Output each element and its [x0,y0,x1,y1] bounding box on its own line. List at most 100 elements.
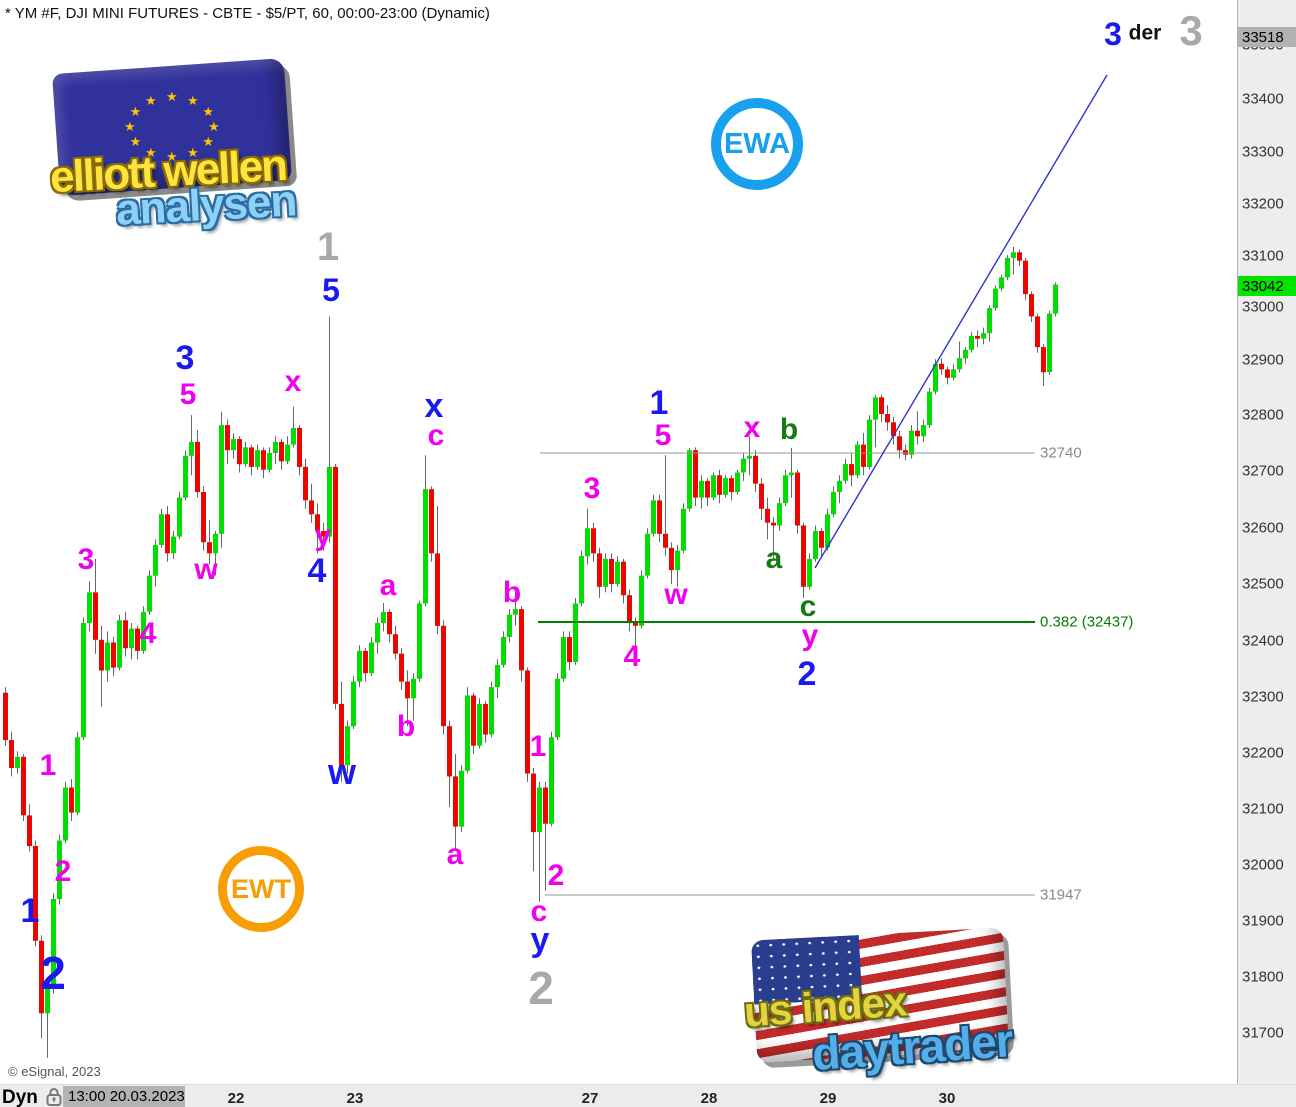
candle [39,940,44,1014]
candle [87,592,92,624]
ewa-badge: EWA [711,98,803,190]
candle [513,609,518,615]
ewa-badge-text: EWA [723,127,791,160]
candle [1053,284,1058,314]
horizontal-levels-layer [538,452,1035,896]
candle [783,475,788,504]
wave-label-3: 3 [175,339,195,377]
candle [573,603,578,662]
chart-canvas[interactable] [0,0,1237,1084]
candle [909,430,914,455]
eu-star-icon: ★ [145,144,157,160]
candle [933,363,938,392]
candle [531,773,536,833]
esignal-copyright: © eSignal, 2023 [8,1064,101,1079]
candle [255,450,260,467]
eu-star-icon: ★ [166,89,178,104]
candle [57,840,62,899]
candle [369,642,374,674]
candle [927,391,932,426]
candle [1035,316,1040,348]
candle [993,288,998,308]
candle [735,472,740,492]
candle [711,475,716,498]
wave-label-1: 1 [649,384,669,422]
wave-label-4: 4 [623,640,641,673]
candle [309,500,314,515]
candle [915,430,920,437]
candle [375,623,380,643]
candle [15,756,20,768]
us-index-daytrader-logo: us index daytrader [740,927,1050,1080]
candle [345,726,350,766]
axis-separator [1237,0,1238,1084]
wave-label-1: 1 [316,225,340,269]
candle [1017,252,1022,261]
candle [363,650,368,674]
last-price-box: 33042 [1238,276,1296,296]
candle [753,455,758,484]
candle [339,703,344,766]
timestamp-text: 13:00 20.03.2023 [68,1088,185,1105]
dynamic-mode-button[interactable]: Dyn [2,1087,38,1107]
candle [111,642,116,668]
candle [1041,347,1046,373]
candle [291,427,296,445]
candle [591,528,596,554]
axis-tick-label: 32200 [1242,744,1284,762]
candle [963,349,968,359]
candle [393,634,398,654]
candle [549,737,554,824]
candle [327,466,332,537]
wave-label-c: c [427,419,445,452]
candle [75,737,80,813]
candle [381,611,386,623]
candle [159,514,164,545]
wave-label-2: 2 [528,962,554,1014]
axis-tick-label: 31700 [1242,1024,1284,1042]
candle [105,642,110,671]
candle [579,556,584,604]
candle [807,558,812,587]
candle [741,458,746,473]
candle [225,425,230,451]
candle [435,553,440,626]
wave-label-1: 1 [20,892,40,930]
axis-tick-label: 32000 [1242,856,1284,874]
candle [687,450,692,509]
wave-label-5: 5 [179,378,197,411]
candle [279,441,284,462]
candle [423,489,428,604]
candle [855,444,860,476]
candle [417,603,422,679]
eu-star-icon: ★ [145,93,157,109]
wave-label-x: x [743,411,761,444]
candle [873,397,878,420]
wave-label-y: y [530,921,550,959]
candle [693,450,698,498]
candle [429,489,434,554]
candle [879,397,884,414]
candle [249,447,254,467]
candle [231,439,236,451]
wave-label-2: 2 [54,855,72,888]
wave-label-b: b [779,413,799,446]
wave-label-5: 5 [654,419,672,452]
wave-label-x: x [424,387,444,425]
date-label-23: 23 [346,1090,364,1107]
axis-tick-label: 32800 [1242,406,1284,424]
candle [441,625,446,727]
axis-tick-label: 33300 [1242,143,1284,161]
candle [489,687,494,735]
axis-tick-label: 32900 [1242,351,1284,369]
wave-label-x: x [284,365,302,398]
candle [639,575,644,626]
candle [651,500,656,534]
candle [171,536,176,554]
candle [243,447,248,465]
wave-label-w: w [194,553,218,586]
trend-line[interactable] [814,74,1108,569]
wave-label-b: b [396,710,416,743]
candle [351,681,356,727]
candle [567,637,572,663]
